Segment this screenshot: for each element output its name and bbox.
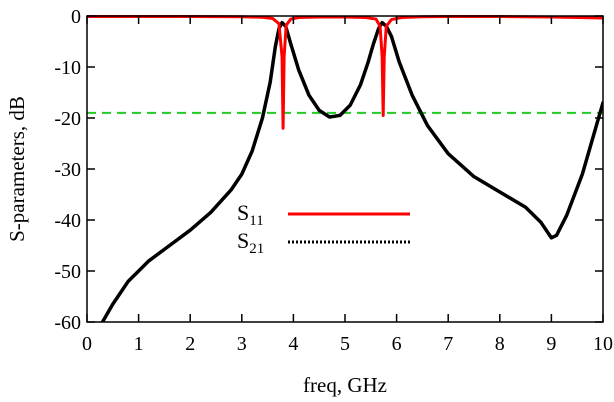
y-tick-label: -50 (54, 261, 81, 283)
x-tick-label: 4 (288, 333, 298, 355)
x-tick-label: 2 (185, 333, 195, 355)
x-tick-label: 3 (237, 333, 247, 355)
x-tick-label: 0 (82, 333, 92, 355)
y-tick-label: -30 (54, 159, 81, 181)
y-tick-label: -60 (54, 312, 81, 334)
y-axis-title: S-parameters, dB (5, 96, 29, 242)
x-tick-label: 10 (593, 333, 613, 355)
y-tick-label: -10 (54, 57, 81, 79)
x-tick-label: 7 (443, 333, 453, 355)
x-tick-label: 1 (134, 333, 144, 355)
x-tick-label: 5 (340, 333, 350, 355)
x-axis-title: freq, GHz (303, 373, 387, 397)
x-tick-label: 8 (495, 333, 505, 355)
y-tick-label: 0 (71, 6, 81, 28)
y-tick-label: -40 (54, 210, 81, 232)
plot-frame (86, 15, 604, 323)
series-s21-line (100, 20, 603, 322)
y-tick-label: -20 (54, 108, 81, 130)
legend-label-s11: S11 (237, 200, 264, 229)
axis-ticks: 0 1 2 3 4 5 6 7 8 9 10 0 -10 -20 -30 -40 -50 -60 (54, 6, 613, 355)
x-tick-label: 9 (546, 333, 556, 355)
x-tick-label: 6 (392, 333, 402, 355)
legend-label-s21: S21 (237, 228, 264, 257)
plot-marks (87, 15, 603, 322)
